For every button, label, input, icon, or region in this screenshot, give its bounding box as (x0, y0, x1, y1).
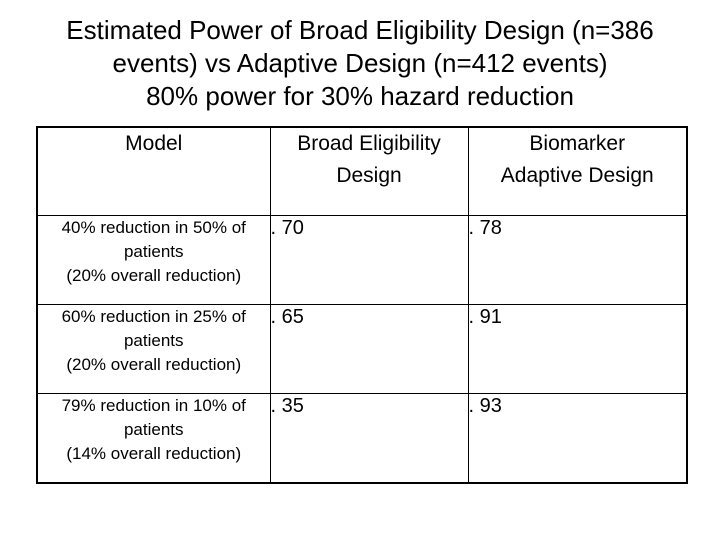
broad-power-value: . 70 (269, 214, 469, 305)
model-line-2: patients (123, 420, 184, 440)
model-line-3: (20% overall reduction) (66, 265, 242, 285)
adaptive-power-value: . 78 (467, 214, 688, 305)
model-line-2: patients (123, 241, 184, 261)
model-line-1: 40% reduction in 50% of (61, 217, 246, 237)
model-cell: 60% reduction in 25% of patients (20% ov… (36, 303, 271, 395)
header-adaptive-design: Biomarker Adaptive Design (467, 126, 688, 216)
header-broad-line-2: Design (336, 164, 402, 187)
broad-power-value: . 35 (269, 393, 469, 484)
model-line-3: (14% overall reduction) (66, 444, 242, 464)
model-cell: 79% reduction in 10% of patients (14% ov… (36, 393, 271, 484)
power-table: Model Broad Eligibility Design Biomarker… (36, 126, 688, 484)
adaptive-power-value: . 91 (467, 303, 688, 395)
header-adaptive-line-2: Adaptive Design (500, 164, 654, 187)
model-line-1: 60% reduction in 25% of (61, 306, 246, 326)
title-line-1: Estimated Power of Broad Eligibility Des… (66, 15, 654, 45)
model-line-1: 79% reduction in 10% of (61, 396, 246, 416)
table-row: 79% reduction in 10% of patients (14% ov… (36, 393, 688, 484)
header-broad-eligibility: Broad Eligibility Design (269, 126, 469, 216)
title-line-3: 80% power for 30% hazard reduction (146, 81, 574, 111)
header-model-label: Model (125, 132, 183, 155)
model-line-2: patients (123, 330, 184, 350)
title-line-2: events) vs Adaptive Design (n=412 events… (112, 48, 608, 78)
table-row: 60% reduction in 25% of patients (20% ov… (36, 303, 688, 395)
model-line-3: (20% overall reduction) (66, 354, 242, 374)
header-model: Model (36, 126, 271, 216)
table-row: 40% reduction in 50% of patients (20% ov… (36, 214, 688, 305)
slide-title: Estimated Power of Broad Eligibility Des… (0, 14, 720, 113)
header-broad-line-1: Broad Eligibility (297, 132, 441, 155)
header-adaptive-line-1: Biomarker (529, 132, 626, 155)
table-header-row: Model Broad Eligibility Design Biomarker… (36, 126, 688, 216)
broad-power-value: . 65 (269, 303, 469, 395)
adaptive-power-value: . 93 (467, 393, 688, 484)
model-cell: 40% reduction in 50% of patients (20% ov… (36, 214, 271, 305)
